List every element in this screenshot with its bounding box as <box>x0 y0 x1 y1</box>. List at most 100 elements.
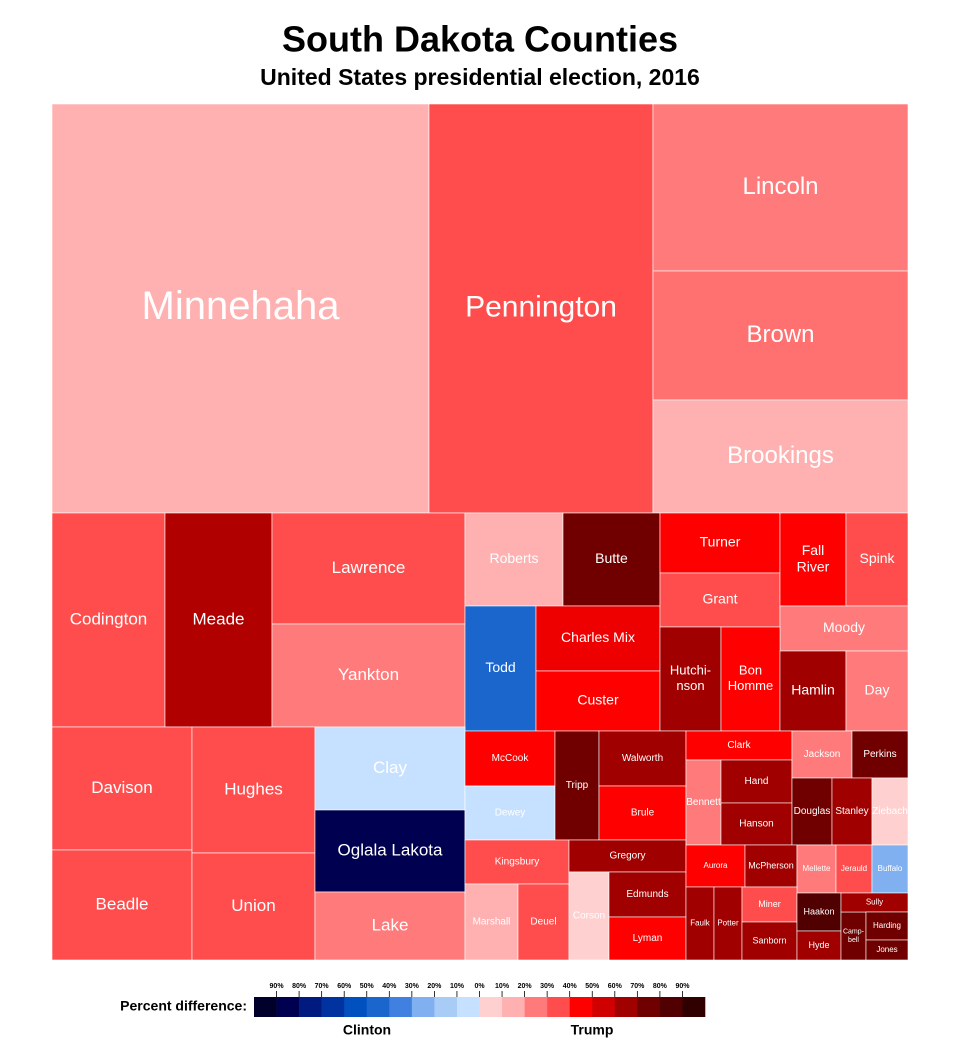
legend-tick-label: 60% <box>337 983 352 990</box>
county-cell <box>535 605 661 672</box>
county-label: Faulk <box>690 919 711 928</box>
county-label: Aurora <box>703 861 728 870</box>
county-cell <box>464 512 564 607</box>
county-cell <box>779 605 909 652</box>
county-label: Brown <box>746 321 814 348</box>
county-label: Jerauld <box>841 864 867 873</box>
county-label: Homme <box>728 678 774 693</box>
legend-tick-label: 10% <box>495 983 510 990</box>
county-label: Hutchi- <box>670 663 711 678</box>
county-label: Jones <box>876 945 897 954</box>
county-label: Brule <box>631 808 655 819</box>
legend-swatch <box>299 997 322 1017</box>
legend-tick-label: 0% <box>474 983 485 990</box>
county-label: Edmunds <box>626 889 668 900</box>
county-label: Hand <box>745 776 769 787</box>
legend-swatch <box>389 997 413 1017</box>
county-label: Oglala Lakota <box>338 840 443 859</box>
legend-swatch <box>659 997 683 1017</box>
county-label: Jackson <box>804 749 841 760</box>
legend-swatch <box>321 997 345 1017</box>
county-cell <box>164 512 273 728</box>
county-cell <box>464 605 537 732</box>
county-label: Lake <box>372 915 409 934</box>
county-label: Buffalo <box>878 864 903 873</box>
county-label: Tripp <box>566 780 589 791</box>
county-label: Meade <box>193 609 245 628</box>
county-cell <box>791 730 853 779</box>
county-cell <box>51 512 166 728</box>
county-label: Potter <box>717 919 739 928</box>
legend-tick-label: 10% <box>450 983 465 990</box>
county-label: Union <box>231 896 275 915</box>
legend-swatch <box>479 997 503 1017</box>
legend-swatch <box>637 997 661 1017</box>
legend-tick-label: 50% <box>360 983 375 990</box>
county-label: Brookings <box>727 442 834 469</box>
county-label: Davison <box>91 778 152 797</box>
legend-tick-label: 80% <box>653 983 668 990</box>
county-label: McPherson <box>748 860 794 870</box>
county-cell <box>845 512 909 607</box>
county-cell <box>840 911 867 961</box>
county-cell <box>659 626 722 732</box>
legend-tick-label: 50% <box>585 983 600 990</box>
county-cell <box>796 844 837 894</box>
county-cell <box>51 103 430 514</box>
county-label: Hyde <box>808 940 829 950</box>
county-label: Hughes <box>224 779 283 798</box>
county-cell <box>741 886 798 923</box>
county-label: Charles Mix <box>561 629 635 645</box>
county-label: Roberts <box>489 550 538 566</box>
county-cell <box>685 730 793 761</box>
legend-swatch <box>344 997 368 1017</box>
county-cell <box>464 883 519 961</box>
county-label: Walworth <box>622 753 663 764</box>
legend-swatch <box>569 997 593 1017</box>
county-cell <box>568 871 610 961</box>
legend-tick-label: 30% <box>540 983 555 990</box>
county-cell <box>865 939 909 961</box>
county-cell <box>744 844 798 888</box>
county-cell <box>271 512 466 625</box>
county-cell <box>720 626 781 732</box>
county-cell <box>741 921 798 961</box>
county-cell <box>652 103 909 272</box>
county-cell <box>652 270 909 401</box>
legend-tick-label: 90% <box>675 983 690 990</box>
legend-swatch <box>682 997 706 1017</box>
county-label: Deuel <box>530 917 556 928</box>
county-cell <box>871 844 909 894</box>
legend-tick-label: 20% <box>427 983 442 990</box>
county-label: Custer <box>577 692 619 708</box>
legend-swatch <box>502 997 525 1017</box>
county-label: McCook <box>492 753 530 764</box>
county-label: Kingsbury <box>495 857 539 868</box>
county-label: Sanborn <box>752 935 786 945</box>
county-cell <box>779 650 847 732</box>
county-cell <box>51 849 193 961</box>
legend-tick-label: 70% <box>630 983 645 990</box>
legend-tick-label: 70% <box>315 983 330 990</box>
county-cell <box>659 572 781 628</box>
county-label: Spink <box>859 550 895 566</box>
county-label: Codington <box>70 609 148 628</box>
county-label: Fall <box>802 542 825 558</box>
legend-tick-label: 80% <box>292 983 307 990</box>
county-cell <box>796 930 842 961</box>
county-label: Bennett <box>686 797 721 808</box>
legend-tick-label: 30% <box>405 983 420 990</box>
county-label: Butte <box>595 550 628 566</box>
county-label: Turner <box>700 534 741 550</box>
county-cell <box>428 103 654 514</box>
county-label: Grant <box>702 591 737 607</box>
county-label: Clark <box>727 740 751 751</box>
county-cell <box>598 785 687 841</box>
legend-tick-label: 20% <box>518 983 533 990</box>
county-label: Lincoln <box>742 173 818 200</box>
county-label: Ziebach <box>872 806 908 817</box>
county-cell <box>464 839 570 885</box>
county-cell <box>314 726 466 811</box>
county-cell <box>517 883 570 961</box>
county-label: Harding <box>873 921 901 930</box>
